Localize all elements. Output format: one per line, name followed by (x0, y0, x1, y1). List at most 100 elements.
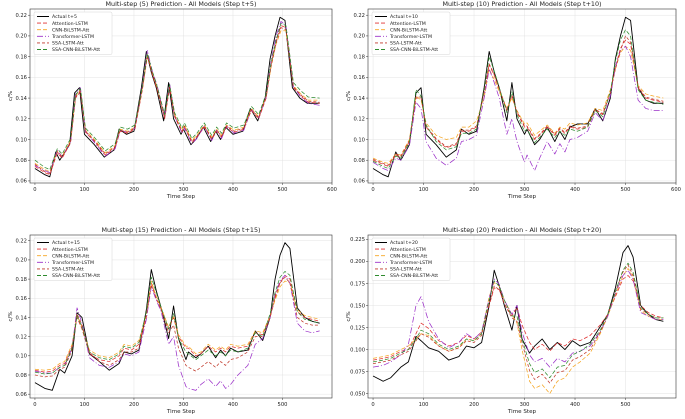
y-tick-label: 0.06 (15, 179, 27, 185)
legend-label: SSA-LSTM-Att (52, 41, 84, 47)
y-tick-label: 0.225 (350, 237, 365, 243)
x-tick-label: 300 (179, 187, 189, 193)
legend-label: Transformer-LSTM (389, 260, 432, 266)
x-tick-label: 400 (228, 402, 238, 408)
chart-title: Multi-step (5) Prediction - All Models (… (106, 0, 257, 8)
y-tick-label: 0.22 (15, 239, 27, 245)
x-tick-label: 500 (621, 187, 631, 193)
y-tick-label: 0.075 (350, 369, 365, 375)
plot-frame (367, 8, 677, 184)
x-tick-label: 300 (520, 187, 530, 193)
y-tick-label: 0.20 (353, 34, 365, 40)
legend-label: Actual t+15 (52, 240, 80, 246)
legend: Actual t+15Attention-LSTMCNN-BiLSTM-AttT… (33, 237, 113, 281)
series-group (372, 16, 664, 178)
series-line-attention-lstm (372, 275, 664, 361)
legend-label: SSA-CNN-BiLSTM-Att (52, 273, 100, 279)
y-tick-label: 0.16 (15, 296, 27, 302)
y-tick-label: 0.08 (15, 373, 27, 379)
x-tick-label: 200 (469, 187, 479, 193)
y-tick-label: 0.050 (350, 391, 365, 397)
y-tick-label: 0.22 (353, 13, 365, 19)
y-tick-label: 0.14 (353, 96, 365, 102)
y-tick-label: 0.18 (15, 54, 27, 60)
legend: Actual t+20Attention-LSTMCNN-BiLSTM-AttT… (371, 237, 451, 281)
chart-panel-1: 0 100 200 300 400 500 600 0.06 0.08 0.10 0.12 0.14 0… (8, 0, 337, 200)
y-axis-label: c/% (8, 91, 14, 101)
legend-label: CNN-BiLSTM-Att (390, 253, 427, 259)
x-tick-label: 200 (469, 402, 479, 408)
legend-label: CNN-BiLSTM-Att (52, 253, 89, 259)
x-tick-label: 200 (129, 187, 139, 193)
x-axis-label: Time Step (166, 194, 196, 200)
y-tick-label: 0.08 (15, 158, 27, 164)
legend-box (371, 11, 451, 55)
x-tick-label: 100 (80, 187, 90, 193)
legend-label: Attention-LSTM (52, 21, 88, 27)
x-tick-label: 600 (327, 187, 337, 193)
y-tick-label: 0.06 (15, 392, 27, 398)
legend-label: SSA-CNN-BiLSTM-Att (52, 47, 100, 53)
legend: Actual t+5Attention-LSTMCNN-BiLSTM-AttTr… (33, 11, 113, 55)
legend-label: Actual t+10 (390, 14, 418, 20)
legend-label: Transformer-LSTM (51, 260, 94, 266)
y-tick-label: 0.10 (353, 137, 365, 143)
legend-label: SSA-LSTM-Att (390, 267, 422, 273)
x-tick-label: 0 (33, 402, 36, 408)
series-line-attention-lstm (34, 274, 320, 373)
x-tick-label: 0 (371, 187, 374, 193)
legend-label: SSA-LSTM-Att (52, 267, 84, 273)
y-axis-label: c/% (8, 311, 14, 321)
y-tick-label: 0.200 (350, 259, 365, 265)
series-group (34, 242, 320, 391)
legend-label: Actual t+20 (390, 240, 418, 246)
y-tick-label: 0.08 (353, 158, 365, 164)
chart-panel-3: 0 100 200 300 400 500 0.06 0.08 0.10 0.12 0.14 0.16… (8, 226, 333, 415)
chart-title: Multi-step (20) Prediction - All Models … (442, 226, 601, 234)
legend-box (371, 237, 451, 281)
series-line-actual-t-20 (372, 245, 664, 382)
plot-frame (29, 8, 333, 184)
y-tick-label: 0.22 (15, 13, 27, 19)
series-line-actual-t-5 (34, 16, 320, 178)
series-line-actual-t-15 (34, 242, 320, 391)
series-line-transformer-lstm (372, 45, 664, 171)
x-tick-label: 400 (570, 187, 580, 193)
x-tick-label: 500 (278, 402, 288, 408)
legend-label: Transformer-LSTM (51, 34, 94, 40)
legend-label: Attention-LSTM (52, 247, 88, 253)
x-tick-label: 100 (419, 187, 429, 193)
legend-label: Transformer-LSTM (389, 34, 432, 40)
series-line-ssa-cnn-bilstm-att (34, 23, 320, 170)
series-line-cnn-bilstm-att (372, 268, 664, 394)
series-group (34, 16, 320, 178)
x-tick-label: 100 (419, 402, 429, 408)
legend-label: Attention-LSTM (390, 21, 426, 27)
series-line-ssa-lstm-att (34, 27, 320, 175)
legend-label: SSA-CNN-BiLSTM-Att (390, 47, 438, 53)
series-line-transformer-lstm (372, 269, 664, 368)
legend-label: CNN-BiLSTM-Att (52, 27, 89, 33)
chart-panel-4: 0 100 200 300 400 500 0.050 0.075 0.100 0.125 0.15… (346, 226, 677, 415)
y-tick-label: 0.10 (15, 137, 27, 143)
x-axis-label: Time Step (166, 409, 196, 415)
legend-label: SSA-LSTM-Att (390, 41, 422, 47)
series-line-cnn-bilstm-att (34, 280, 320, 371)
y-tick-label: 0.16 (15, 75, 27, 81)
y-tick-label: 0.12 (15, 117, 27, 123)
x-tick-label: 100 (80, 402, 90, 408)
y-tick-label: 0.100 (350, 347, 365, 353)
y-tick-label: 0.20 (15, 34, 27, 40)
y-tick-label: 0.175 (350, 281, 365, 287)
y-tick-label: 0.10 (15, 354, 27, 360)
x-tick-label: 500 (621, 402, 631, 408)
x-tick-label: 400 (228, 187, 238, 193)
y-axis-label: c/% (346, 311, 352, 321)
y-tick-label: 0.18 (15, 277, 27, 283)
legend-label: Attention-LSTM (390, 247, 426, 253)
chart-title: Multi-step (15) Prediction - All Models … (101, 226, 260, 234)
legend: Actual t+10Attention-LSTMCNN-BiLSTM-AttT… (371, 11, 451, 55)
x-tick-label: 200 (129, 402, 139, 408)
series-line-ssa-cnn-bilstm-att (372, 29, 664, 169)
